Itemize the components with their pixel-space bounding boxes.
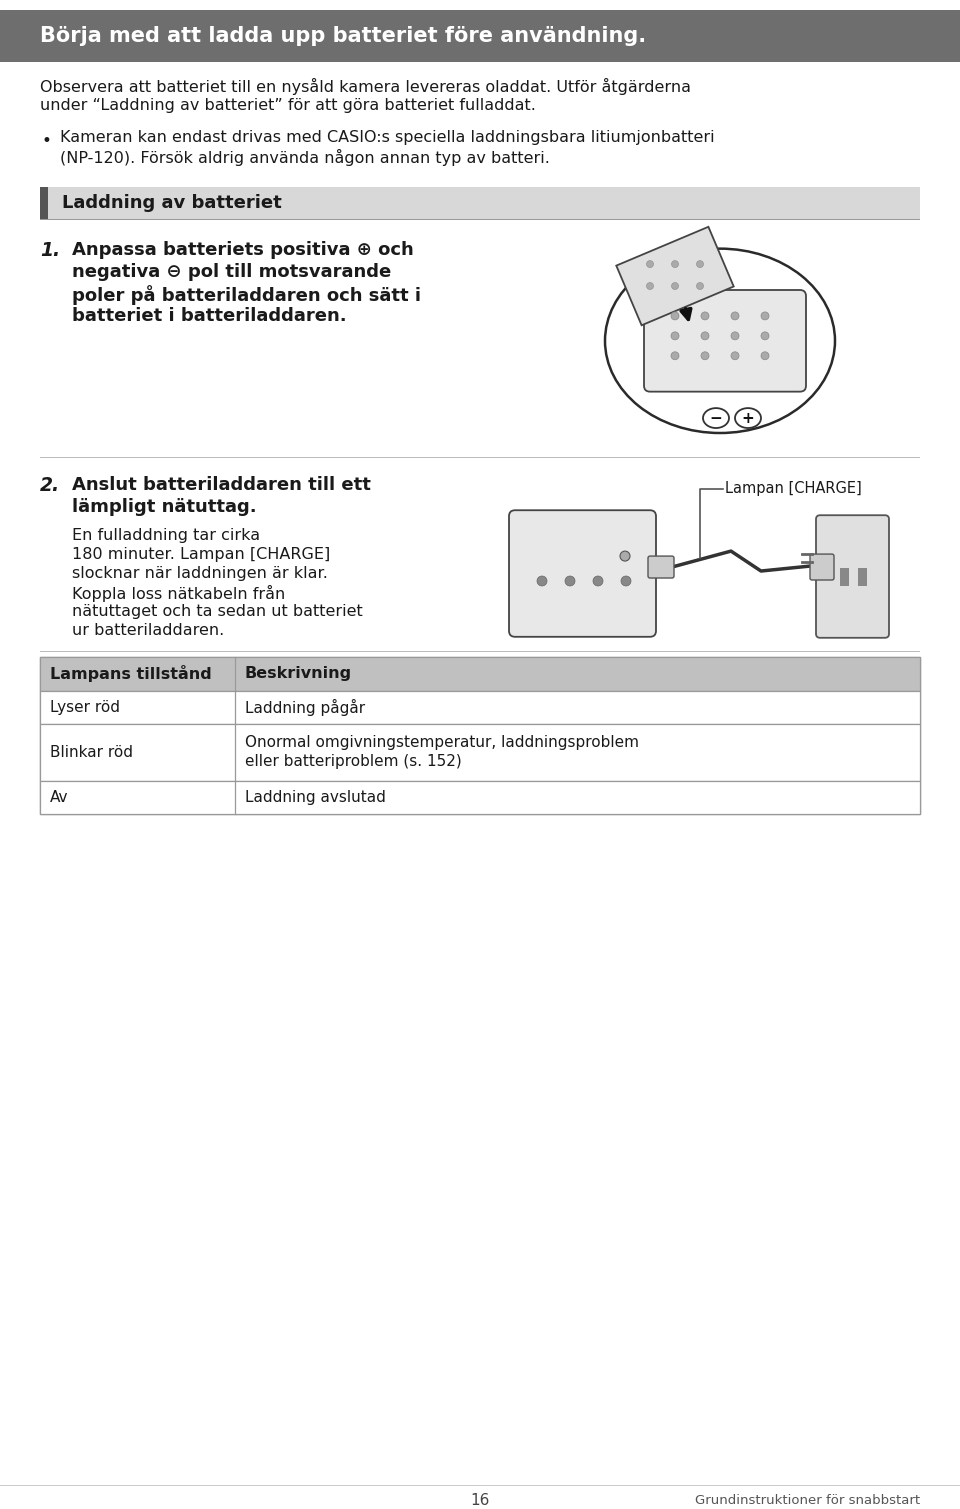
- Ellipse shape: [761, 312, 769, 320]
- Text: Lampans tillstånd: Lampans tillstånd: [50, 665, 212, 682]
- Bar: [40, 656, 920, 691]
- Ellipse shape: [671, 282, 679, 290]
- Text: Grundinstruktioner för snabbstart: Grundinstruktioner för snabbstart: [695, 1494, 920, 1507]
- Text: Onormal omgivningstemperatur, laddningsproblem: Onormal omgivningstemperatur, laddningsp…: [245, 735, 639, 750]
- Bar: [48, 187, 920, 219]
- Ellipse shape: [671, 332, 679, 340]
- Ellipse shape: [565, 576, 575, 585]
- Text: negativa ⊖ pol till motsvarande: negativa ⊖ pol till motsvarande: [72, 263, 392, 281]
- Text: 2.: 2.: [40, 477, 60, 495]
- Bar: [40, 187, 48, 219]
- Text: Av: Av: [50, 791, 68, 806]
- Ellipse shape: [697, 261, 704, 267]
- Text: lämpligt nätuttag.: lämpligt nätuttag.: [72, 498, 256, 516]
- Ellipse shape: [731, 312, 739, 320]
- Text: Observera att batteriet till en nysåld kamera levereras oladdat. Utför åtgärdern: Observera att batteriet till en nysåld k…: [40, 78, 691, 95]
- Ellipse shape: [761, 352, 769, 359]
- Text: Beskrivning: Beskrivning: [245, 665, 352, 681]
- FancyBboxPatch shape: [509, 510, 656, 637]
- Ellipse shape: [697, 282, 704, 290]
- Bar: [40, 691, 920, 723]
- Text: En fulladdning tar cirka: En fulladdning tar cirka: [72, 528, 260, 543]
- Text: under “Laddning av batteriet” för att göra batteriet fulladdat.: under “Laddning av batteriet” för att gö…: [40, 98, 536, 113]
- Text: 16: 16: [470, 1494, 490, 1509]
- Text: +: +: [742, 410, 755, 426]
- Text: Anpassa batteriets positiva ⊕ och: Anpassa batteriets positiva ⊕ och: [72, 241, 414, 260]
- Text: −: −: [709, 410, 722, 426]
- Text: Blinkar röd: Blinkar röd: [50, 745, 133, 761]
- Bar: [0, 11, 960, 62]
- Text: ur batteriladdaren.: ur batteriladdaren.: [72, 623, 225, 638]
- Ellipse shape: [761, 332, 769, 340]
- Text: Koppla loss nätkabeln från: Koppla loss nätkabeln från: [72, 585, 285, 602]
- FancyBboxPatch shape: [810, 554, 834, 579]
- Text: poler på batteriladdaren och sätt i: poler på batteriladdaren och sätt i: [72, 285, 421, 305]
- Ellipse shape: [703, 407, 729, 429]
- Ellipse shape: [701, 332, 709, 340]
- Ellipse shape: [620, 551, 630, 561]
- Ellipse shape: [593, 576, 603, 585]
- Text: Anslut batteriladdaren till ett: Anslut batteriladdaren till ett: [72, 477, 371, 495]
- Ellipse shape: [537, 576, 547, 585]
- Text: slocknar när laddningen är klar.: slocknar när laddningen är klar.: [72, 566, 328, 581]
- Text: 1.: 1.: [40, 241, 60, 260]
- Bar: [40, 656, 920, 815]
- Text: eller batteriproblem (s. 152): eller batteriproblem (s. 152): [245, 754, 462, 770]
- Text: Börja med att ladda upp batteriet före användning.: Börja med att ladda upp batteriet före a…: [40, 26, 646, 45]
- Text: nätuttaget och ta sedan ut batteriet: nätuttaget och ta sedan ut batteriet: [72, 604, 363, 619]
- Text: 180 minuter. Lampan [CHARGE]: 180 minuter. Lampan [CHARGE]: [72, 548, 330, 563]
- Ellipse shape: [701, 312, 709, 320]
- Bar: [840, 567, 849, 585]
- Ellipse shape: [701, 352, 709, 359]
- Ellipse shape: [605, 249, 835, 433]
- Bar: [858, 567, 867, 585]
- Ellipse shape: [735, 407, 761, 429]
- FancyBboxPatch shape: [644, 290, 806, 392]
- Ellipse shape: [671, 352, 679, 359]
- Ellipse shape: [731, 352, 739, 359]
- Text: Laddning avslutad: Laddning avslutad: [245, 791, 386, 806]
- Text: Kameran kan endast drivas med CASIO:s speciella laddningsbara litiumjonbatteri: Kameran kan endast drivas med CASIO:s sp…: [60, 130, 714, 145]
- Text: Laddning av batteriet: Laddning av batteriet: [62, 195, 281, 213]
- Text: Lyser röd: Lyser röd: [50, 700, 120, 715]
- Text: Lampan [CHARGE]: Lampan [CHARGE]: [725, 481, 862, 496]
- Bar: [40, 723, 920, 782]
- Bar: [40, 782, 920, 815]
- Text: (NP-120). Försök aldrig använda någon annan typ av batteri.: (NP-120). Försök aldrig använda någon an…: [60, 149, 550, 166]
- Text: batteriet i batteriladdaren.: batteriet i batteriladdaren.: [72, 306, 347, 324]
- Text: •: •: [42, 131, 52, 149]
- Ellipse shape: [646, 261, 654, 267]
- Polygon shape: [616, 226, 733, 326]
- FancyBboxPatch shape: [648, 557, 674, 578]
- Text: Laddning pågår: Laddning pågår: [245, 699, 365, 715]
- FancyBboxPatch shape: [816, 515, 889, 638]
- Ellipse shape: [671, 261, 679, 267]
- Ellipse shape: [731, 332, 739, 340]
- Ellipse shape: [621, 576, 631, 585]
- Ellipse shape: [646, 282, 654, 290]
- Ellipse shape: [671, 312, 679, 320]
